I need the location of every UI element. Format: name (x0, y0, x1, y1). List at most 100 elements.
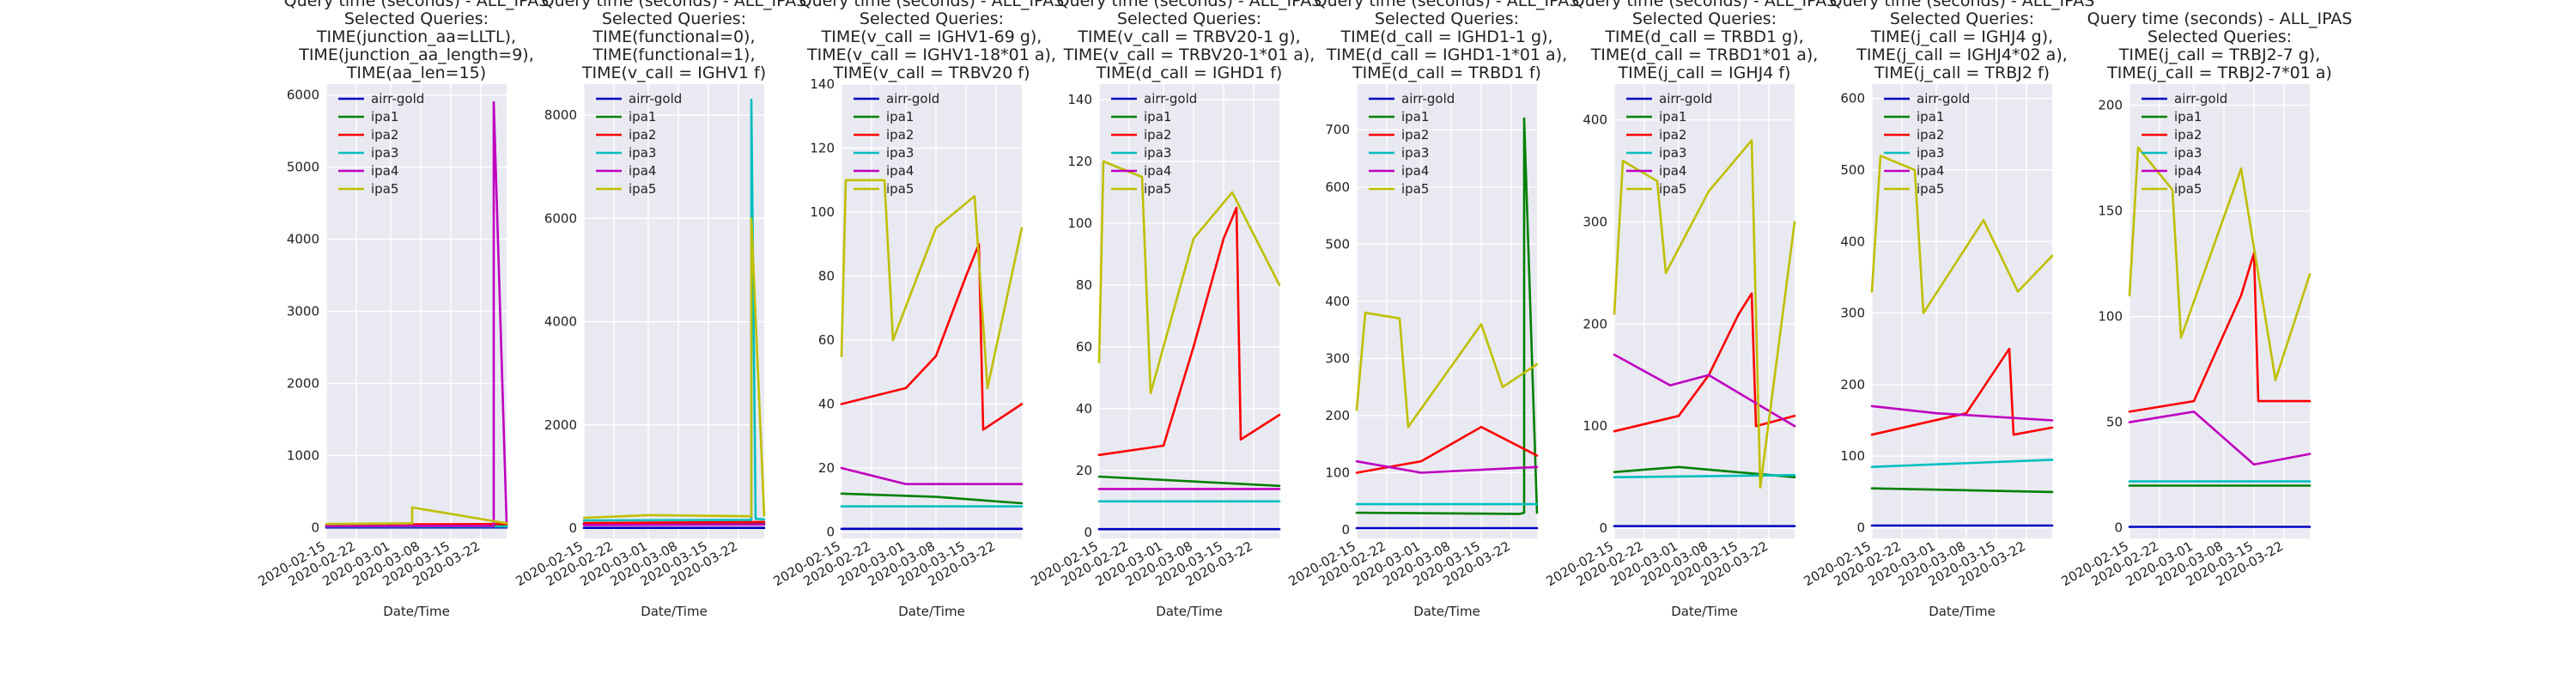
chart-title-line: TIME(functional=1), (592, 46, 755, 64)
legend-label: ipa5 (371, 181, 398, 197)
chart-title-line: TIME(d_call = TRBD1*01 a), (1590, 46, 1819, 64)
series-line-ipa4 (582, 523, 766, 526)
series-line-ipa5 (325, 506, 508, 526)
legend-label: ipa4 (371, 163, 398, 179)
legend-label: airr-gold (886, 91, 939, 106)
legend-label: ipa2 (1144, 127, 1171, 143)
y-tick-label: 200 (1325, 408, 1350, 423)
legend-label: ipa4 (1917, 163, 1944, 179)
legend-label: ipa4 (1144, 163, 1171, 179)
legend-label: ipa2 (371, 127, 398, 143)
y-tick-label: 120 (810, 141, 835, 156)
legend: airr-gold ipa1 ipa2 ipa3 ipa4 ipa5 (854, 91, 939, 197)
chart-title-line: TIME(j_call = TRBJ2-7 g), (2118, 46, 2320, 64)
chart-panel-7: 01002003004005006002020-02-152020-02-222… (1801, 0, 2094, 619)
series-line-ipa2 (1097, 206, 1281, 457)
series-line-ipa2 (840, 242, 1024, 431)
chart-title-line: Selected Queries: (602, 9, 746, 28)
y-tick-label: 100 (1840, 448, 1865, 464)
y-tick-label: 4000 (544, 314, 577, 330)
y-tick-label: 200 (1840, 377, 1865, 392)
chart-title-line: TIME(functional=0), (592, 27, 755, 46)
chart-title-line: TIME(v_call = TRBV20 f) (833, 64, 1030, 82)
legend: airr-gold ipa1 ipa2 ipa3 ipa4 ipa5 (2142, 91, 2227, 197)
legend-label: ipa2 (1659, 127, 1686, 143)
series-line-ipa4 (1870, 404, 2054, 422)
y-tick-label: 60 (1076, 339, 1092, 355)
y-tick-label: 100 (1067, 216, 1092, 231)
legend-label: ipa4 (629, 163, 656, 179)
legend-label: ipa3 (1659, 145, 1686, 161)
series-line-ipa4 (2128, 410, 2312, 466)
chart-title-line: Query time (seconds) - ALL_IPAS (1057, 0, 1322, 10)
chart-title-line: TIME(d_call = TRBD1 g), (1604, 27, 1803, 46)
chart-title-line: TIME(d_call = TRBD1 f) (1352, 64, 1541, 82)
legend-label: ipa1 (629, 109, 656, 125)
legend-label: ipa2 (629, 127, 656, 143)
y-tick-label: 140 (1067, 92, 1092, 107)
legend-label: ipa5 (629, 181, 656, 197)
chart-title-line: Selected Queries: (1890, 9, 2034, 28)
legend-label: ipa4 (2174, 163, 2202, 179)
y-tick-label: 0 (1599, 520, 1607, 536)
x-axis-label: Date/Time (1413, 604, 1480, 619)
chart-title-line: Selected Queries: (1117, 9, 1261, 28)
legend-label: ipa1 (1917, 109, 1944, 125)
y-tick-label: 100 (1583, 418, 1607, 434)
y-tick-label: 200 (1583, 316, 1607, 331)
legend-label: airr-gold (629, 91, 682, 106)
series-line-ipa3 (1613, 473, 1796, 479)
chart-title-line: Selected Queries: (344, 9, 489, 28)
y-tick-label: 0 (826, 525, 835, 540)
y-tick-label: 0 (568, 520, 577, 536)
y-tick-label: 100 (810, 204, 835, 220)
legend-label: airr-gold (2174, 91, 2227, 106)
chart-title-line: Query time (seconds) - ALL_IPAS (284, 0, 550, 10)
y-tick-label: 0 (1856, 520, 1865, 536)
x-axis-label: Date/Time (383, 604, 450, 619)
y-tick-label: 600 (1840, 91, 1865, 106)
legend-label: ipa4 (886, 163, 914, 179)
series-line-ipa5 (1870, 155, 2054, 314)
chart-title-line: Query time (seconds) - ALL_IPAS (542, 0, 807, 10)
legend-label: ipa2 (2174, 127, 2202, 143)
chart-title-line: Query time (seconds) - ALL_IPAS (1572, 0, 1838, 10)
legend-label: ipa3 (2174, 145, 2202, 161)
y-tick-label: 100 (2098, 309, 2123, 325)
legend: airr-gold ipa1 ipa2 ipa3 ipa4 ipa5 (596, 91, 682, 197)
legend-label: ipa3 (629, 145, 656, 161)
y-tick-label: 40 (818, 397, 835, 412)
series-line-ipa5 (840, 179, 1024, 390)
legend: airr-gold ipa1 ipa2 ipa3 ipa4 ipa5 (1884, 91, 1970, 197)
y-tick-label: 300 (1325, 350, 1350, 366)
chart-title-line: TIME(j_call = IGHJ4*02 a), (1856, 46, 2068, 64)
y-tick-label: 200 (2098, 98, 2123, 113)
legend-label: airr-gold (1659, 91, 1712, 106)
y-tick-label: 80 (818, 269, 835, 284)
series-line-ipa3 (1870, 459, 2054, 469)
chart-title-line: TIME(junction_aa_length=9), (298, 46, 534, 64)
chart-title-line: TIME(aa_len=15) (346, 64, 486, 82)
chart-panel-1: 01000200030004000500060002020-02-152020-… (255, 0, 549, 619)
chart-title-line: TIME(junction_aa=LLTL), (316, 27, 516, 46)
legend-label: ipa1 (2174, 109, 2202, 125)
legend-label: ipa1 (1659, 109, 1686, 125)
series-line-ipa5 (1355, 311, 1539, 429)
legend-label: ipa3 (371, 145, 398, 161)
chart-title-line: TIME(j_call = IGHJ4 g), (1870, 27, 2053, 46)
y-tick-label: 100 (1325, 465, 1350, 480)
y-tick-label: 400 (1325, 294, 1350, 309)
chart-title-line: TIME(v_call = TRBV20-1 g), (1077, 27, 1300, 46)
y-tick-label: 80 (1076, 277, 1092, 293)
legend-label: ipa1 (1401, 109, 1429, 125)
series-line-ipa3 (582, 98, 766, 522)
y-tick-label: 0 (311, 520, 319, 535)
legend-label: ipa5 (1659, 181, 1686, 197)
chart-title-line: Selected Queries: (1632, 9, 1777, 28)
chart-title-line: Selected Queries: (1375, 9, 1519, 28)
x-axis-label: Date/Time (641, 604, 708, 619)
legend: airr-gold ipa1 ipa2 ipa3 ipa4 ipa5 (338, 91, 424, 197)
x-axis-label: Date/Time (1671, 604, 1738, 619)
series-line-ipa2 (1613, 292, 1796, 433)
